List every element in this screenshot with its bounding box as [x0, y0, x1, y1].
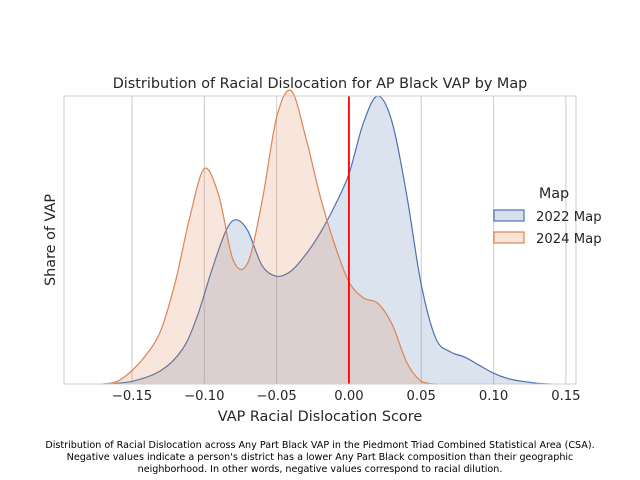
- series-area-2024: [103, 90, 436, 385]
- legend-swatch-2024: [493, 231, 525, 244]
- caption-line-2: Negative values indicate a person's dist…: [66, 452, 574, 463]
- caption-line-3: neighborhood. In other words, negative v…: [137, 464, 503, 475]
- x-tick-label: 0.15: [551, 389, 580, 404]
- x-tick-label: 0.10: [479, 389, 508, 404]
- x-axis-label: VAP Racial Dislocation Score: [218, 409, 423, 425]
- chart: Distribution of Racial Dislocation for A…: [43, 76, 602, 425]
- legend-label-2022: 2022 Map: [536, 210, 602, 225]
- x-tick-label: 0.05: [407, 389, 436, 404]
- legend-swatch-2022: [493, 209, 525, 222]
- x-tick-label: −0.15: [112, 389, 152, 404]
- legend-label-2024: 2024 Map: [536, 232, 602, 247]
- legend-title: Map: [539, 186, 569, 202]
- chart-title: Distribution of Racial Dislocation for A…: [113, 76, 528, 92]
- area-layer: [103, 89, 552, 385]
- plot-frame: [63, 95, 577, 385]
- series-area-2022: [103, 96, 552, 384]
- figure-caption: Distribution of Racial Dislocation acros…: [0, 440, 640, 476]
- x-tick-label: −0.10: [184, 389, 224, 404]
- series-line-2022: [103, 95, 552, 385]
- series-line-2024: [103, 89, 436, 385]
- x-tick-label: 0.00: [334, 389, 363, 404]
- x-tick-labels: −0.15 −0.10 −0.05 0.00 0.05 0.10 0.15: [112, 389, 581, 404]
- legend: Map 2022 Map 2024 Map: [493, 186, 602, 247]
- x-tick-label: −0.05: [256, 389, 296, 404]
- caption-line-1: Distribution of Racial Dislocation acros…: [45, 440, 595, 451]
- y-axis-label: Share of VAP: [43, 194, 59, 286]
